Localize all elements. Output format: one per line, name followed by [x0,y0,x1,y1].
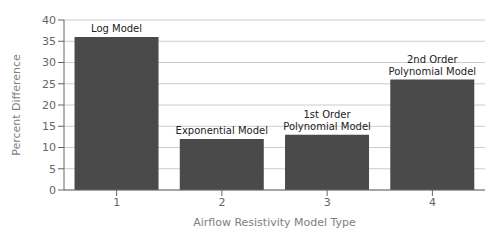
svg-text:2: 2 [218,196,225,209]
svg-text:20: 20 [42,99,56,112]
svg-text:10: 10 [42,141,56,154]
svg-text:3: 3 [324,196,331,209]
svg-text:15: 15 [42,120,56,133]
svg-text:Exponential Model: Exponential Model [176,125,268,136]
svg-text:Log Model: Log Model [91,23,142,34]
svg-text:1: 1 [113,196,120,209]
svg-text:5: 5 [49,163,56,176]
svg-text:40: 40 [42,14,56,27]
svg-text:0: 0 [49,184,56,197]
svg-text:4: 4 [429,196,436,209]
svg-text:Percent Difference: Percent Difference [10,54,23,156]
svg-text:Airflow Resistivity Model Type: Airflow Resistivity Model Type [193,216,356,229]
svg-text:25: 25 [42,78,56,91]
svg-text:35: 35 [42,35,56,48]
svg-text:1st OrderPolynomial Model: 1st OrderPolynomial Model [283,109,371,132]
svg-text:2nd OrderPolynomial Model: 2nd OrderPolynomial Model [388,54,476,77]
svg-text:30: 30 [42,56,56,69]
